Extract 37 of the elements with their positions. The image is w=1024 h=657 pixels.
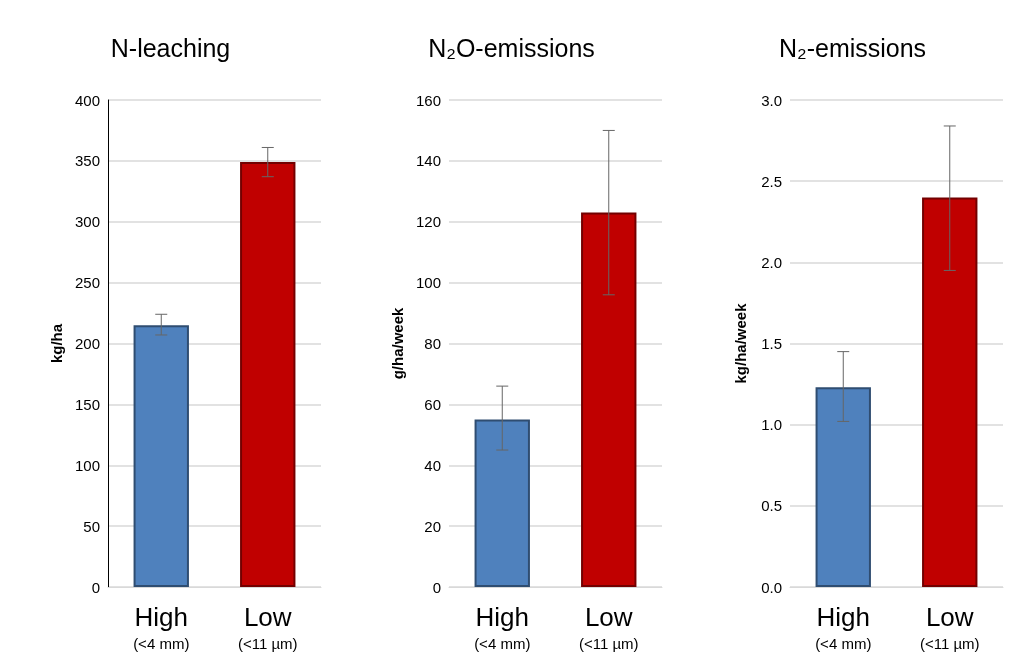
y-tick-label: 0.5 <box>761 497 782 515</box>
y-tick-label: 140 <box>415 152 441 170</box>
y-tick-label: 300 <box>74 213 100 231</box>
y-axis-title: g/ha/week <box>389 307 407 380</box>
y-axis-title: kg/ha <box>48 323 66 364</box>
x-tick-label: High (<4 mm) <box>133 602 190 652</box>
y-tick-label: 0.0 <box>761 578 782 596</box>
y-tick-label: 2.5 <box>761 172 782 190</box>
chart-title: N₂O-emissions <box>428 33 595 62</box>
y-tick-label: 250 <box>74 274 100 292</box>
y-tick-label: 40 <box>424 456 441 474</box>
x-tick-label: Low (<11 µm) <box>237 602 298 652</box>
y-tick-label: 160 <box>415 91 441 109</box>
y-tick-label: 2.0 <box>761 253 782 271</box>
y-tick-label: 150 <box>74 395 100 413</box>
x-tick-label: High (<4 mm) <box>815 602 872 652</box>
chart-title: N₂-emissions <box>778 33 927 62</box>
y-tick-label: 100 <box>74 456 100 474</box>
y-tick-label: 60 <box>424 395 441 413</box>
y-tick-label: 1.0 <box>761 416 782 434</box>
y-tick-label: 80 <box>424 335 441 352</box>
y-tick-label: 120 <box>415 213 441 231</box>
y-axis-title: kg/ha/week <box>732 302 749 384</box>
y-tick-label: 0 <box>91 578 100 596</box>
x-tick-label: High (<4 mm) <box>474 602 531 652</box>
y-tick-label: 350 <box>74 152 100 170</box>
chart-title: N-leaching <box>110 33 231 62</box>
y-tick-label: 50 <box>83 517 100 535</box>
x-tick-label: Low (<11 µm) <box>578 602 639 652</box>
y-tick-label: 0 <box>432 578 441 596</box>
y-tick-label: 200 <box>74 335 100 352</box>
y-tick-label: 100 <box>415 274 441 292</box>
y-tick-label: 3.0 <box>761 91 782 109</box>
y-tick-label: 20 <box>424 517 441 535</box>
x-tick-label: Low (<11 µm) <box>919 602 980 652</box>
y-tick-label: 400 <box>74 91 100 109</box>
y-tick-label: 1.5 <box>761 335 782 352</box>
